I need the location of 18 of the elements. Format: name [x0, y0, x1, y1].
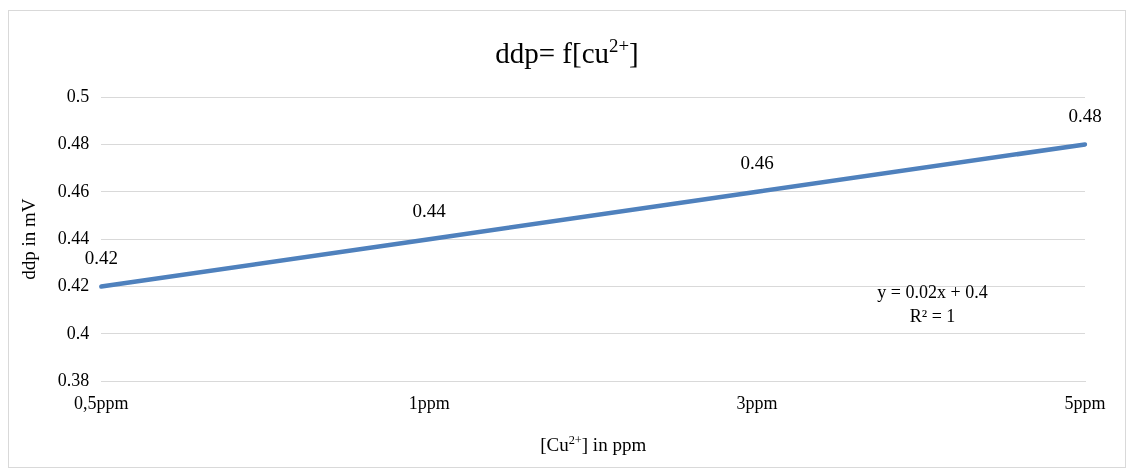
y-tick-label: 0.38	[57, 370, 90, 391]
y-axis-title: ddp in mV	[18, 198, 40, 280]
y-tick-label: 0.42	[57, 275, 90, 296]
data-label: 0.42	[84, 247, 118, 269]
y-tick-label: 0.4	[66, 322, 90, 343]
y-tick-label: 0.44	[57, 227, 90, 248]
data-label: 0.44	[412, 199, 447, 221]
x-tick-label: 0,5ppm	[74, 392, 129, 413]
x-tick-label: 3ppm	[736, 392, 778, 413]
y-tick-label: 0.46	[57, 180, 90, 201]
data-label: 0.46	[740, 152, 774, 174]
annotation: y = 0.02x + 0.4	[877, 281, 988, 302]
annotation: R² = 1	[909, 305, 956, 326]
x-tick-label: 5ppm	[1064, 392, 1106, 413]
x-tick-label: 1ppm	[408, 392, 450, 413]
data-label: 0.48	[1068, 104, 1102, 126]
y-tick-label: 0.48	[57, 133, 90, 154]
y-tick-label: 0.5	[66, 85, 90, 106]
